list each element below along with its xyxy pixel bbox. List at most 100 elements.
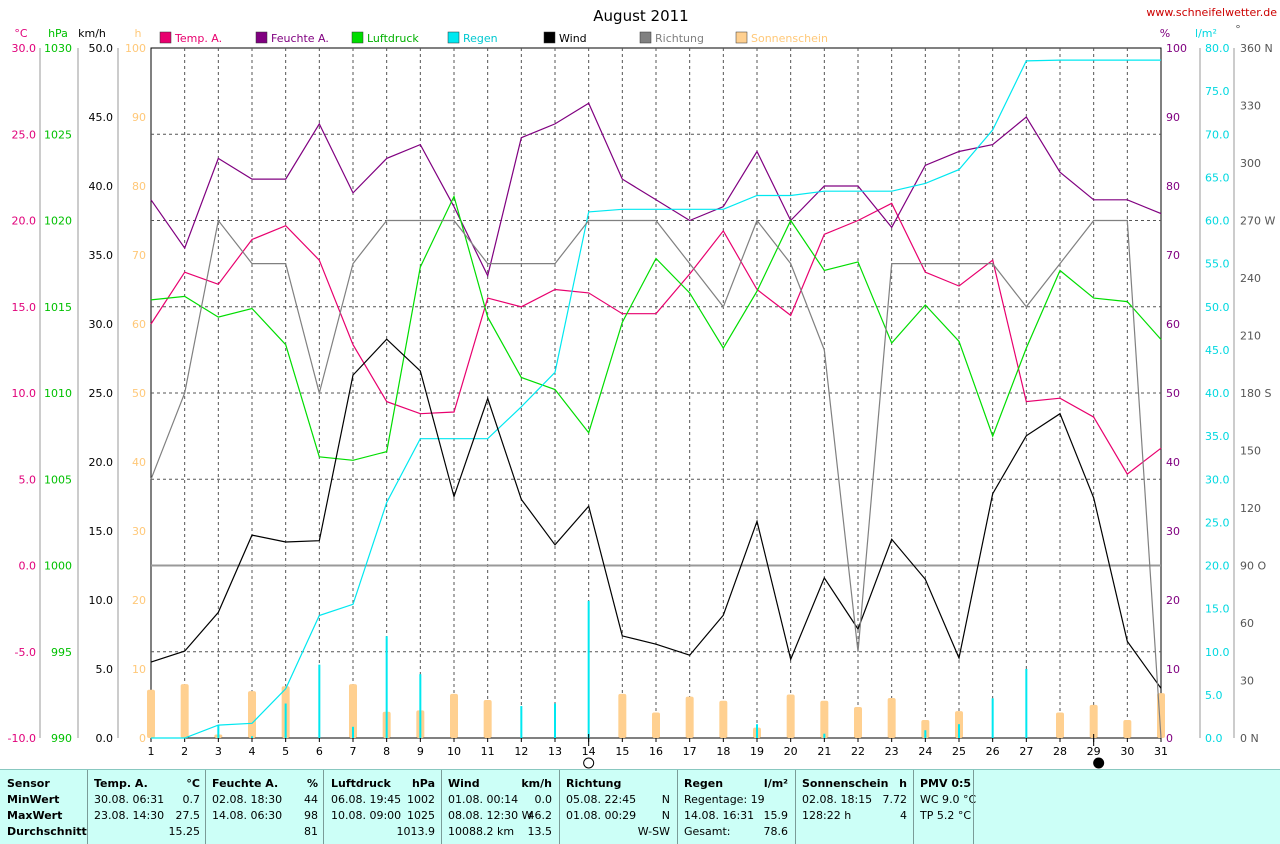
- axis-tick-sun: 70: [132, 249, 146, 262]
- rain-daily-spike: [924, 730, 927, 738]
- sunshine-bar: [248, 691, 256, 738]
- axis-tick-dir: 300: [1240, 157, 1261, 170]
- axis-tick-rain: 80.0: [1205, 42, 1230, 55]
- stats-dir-time: 01.08. 00:29: [566, 809, 637, 822]
- rain-daily-spike: [251, 736, 253, 738]
- stats-rain-head: Regen l/m²: [684, 776, 788, 792]
- sunshine-bar: [1123, 720, 1132, 738]
- axis-tick-sun: 60: [132, 318, 146, 331]
- x-tick-label: 18: [716, 745, 730, 758]
- stats-sun-time: 128:22 h: [802, 809, 852, 822]
- stats-dir-row: 01.08. 00:29 N: [566, 808, 670, 824]
- full-moon-icon: [583, 757, 595, 769]
- stats-hum-time: 02.08. 18:30: [212, 793, 283, 806]
- axis-tick-dir: 0 N: [1240, 732, 1259, 745]
- stats-wind-time: 08.08. 12:30 W: [448, 809, 533, 822]
- stats-avg-label: Durchschnitt: [7, 825, 87, 838]
- x-tick-label: 31: [1154, 745, 1168, 758]
- axis-tick-sun: 0: [139, 732, 146, 745]
- axis-tick-rain: 10.0: [1205, 646, 1230, 659]
- rain-daily-spike: [385, 636, 388, 738]
- legend-swatch: [447, 31, 460, 44]
- axis-tick-rain: 35.0: [1205, 430, 1230, 443]
- stats-wind-time: 01.08. 00:14: [448, 793, 519, 806]
- axis-tick-wind: 50.0: [89, 42, 114, 55]
- stats-hum-title: Feuchte A.: [212, 777, 279, 790]
- stats-sensor-column: Sensor MinWert MaxWert Durchschnitt: [7, 776, 87, 840]
- axis-tick-hum: 30: [1166, 525, 1180, 538]
- stats-rain-unit: l/m²: [763, 777, 788, 790]
- stats-hum-head: Feuchte A.%: [212, 776, 318, 792]
- new-moon-icon: [1093, 757, 1105, 769]
- stats-rain-time: 14.08. 16:31: [684, 809, 755, 822]
- stats-divider: [973, 770, 974, 844]
- stats-pmv-head: PMV 0:5: [920, 777, 972, 790]
- stats-rain-time: Gesamt:: [684, 825, 731, 838]
- axis-tick-dir: 330: [1240, 100, 1261, 113]
- rain-daily-spike: [284, 703, 287, 738]
- stats-divider: [677, 770, 678, 844]
- axis-tick-temp: 5.0: [19, 473, 37, 486]
- axis-tick-hum: 10: [1166, 663, 1180, 676]
- x-tick-label: 29: [1087, 745, 1101, 758]
- site-link: www.schneifelwetter.de: [1146, 6, 1277, 19]
- axis-tick-dir: 240: [1240, 272, 1261, 285]
- stats-dir-head: Richtung: [566, 776, 670, 792]
- x-tick-label: 9: [417, 745, 424, 758]
- stats-sunshine-column: Sonnenschein h 02.08. 18:15 7.72 128:22 h 4: [802, 776, 907, 840]
- x-tick-label: 6: [316, 745, 323, 758]
- axis-tick-rain: 55.0: [1205, 258, 1230, 271]
- stats-hum-time: 14.08. 06:30: [212, 809, 283, 822]
- stats-sun-row: 128:22 h 4: [802, 808, 907, 824]
- stats-wind-row: 10088.2 km 13.5: [448, 824, 552, 840]
- stats-temp-unit: °C: [186, 777, 200, 790]
- axis-tick-dir: 120: [1240, 502, 1261, 515]
- stats-hum-row: 81: [212, 824, 318, 840]
- x-tick-label: 7: [350, 745, 357, 758]
- axis-tick-hum: 20: [1166, 594, 1180, 607]
- x-tick-label: 5: [282, 745, 289, 758]
- sunshine-bar: [349, 684, 357, 738]
- stats-wind-row: 01.08. 00:14 0.0: [448, 792, 552, 808]
- axis-tick-dir: 90 O: [1240, 560, 1266, 573]
- legend-swatch: [735, 31, 748, 44]
- stats-sun-time: 02.08. 18:15: [802, 793, 873, 806]
- axis-tick-rain: 45.0: [1205, 344, 1230, 357]
- stats-temp-row: 23.08. 14:30 27.5: [94, 808, 200, 824]
- rain-daily-spike: [756, 724, 758, 738]
- stats-wind-head: Wind km/h: [448, 776, 552, 792]
- x-tick-label: 19: [750, 745, 764, 758]
- axis-tick-temp: 30.0: [12, 42, 37, 55]
- stats-temp-value: 15.25: [168, 825, 201, 838]
- axis-tick-rain: 30.0: [1205, 473, 1230, 486]
- legend-label: Temp. A.: [174, 32, 222, 45]
- stats-dir-row: W-SW: [566, 824, 670, 840]
- axis-tick-wind: 5.0: [96, 663, 114, 676]
- series-line-richtung: [150, 219, 1162, 739]
- stats-press-time: 10.08. 09:00: [331, 809, 402, 822]
- unit-sun: h: [135, 27, 142, 40]
- axis-tick-hum: 90: [1166, 111, 1180, 124]
- axis-tick-wind: 20.0: [89, 456, 114, 469]
- axis-tick-hum: 50: [1166, 387, 1180, 400]
- axis-tick-hum: 0: [1166, 732, 1173, 745]
- axis-tick-sun: 50: [132, 387, 146, 400]
- axis-tick-temp: -10.0: [8, 732, 36, 745]
- x-tick-label: 3: [215, 745, 222, 758]
- axis-tick-press: 1025: [44, 128, 72, 141]
- axis-tick-wind: 45.0: [89, 111, 114, 124]
- stats-sun-value: 7.72: [882, 793, 908, 806]
- legend-label: Wind: [559, 32, 587, 45]
- x-tick-label: 13: [548, 745, 562, 758]
- stats-press-row: 10.08. 09:00 1025: [331, 808, 435, 824]
- series-line-wind: [150, 338, 1162, 689]
- stats-humidity-column: Feuchte A.% 02.08. 18:30 44 14.08. 06:30 98 8…: [212, 776, 318, 840]
- axis-tick-dir: 270 W: [1240, 215, 1275, 228]
- x-tick-label: 2: [181, 745, 188, 758]
- x-tick-label: 26: [986, 745, 1000, 758]
- axis-tick-dir: 360 N: [1240, 42, 1273, 55]
- stats-rain-row: Regentage: 19: [684, 792, 788, 808]
- x-tick-label: 20: [784, 745, 798, 758]
- stats-wind-title: Wind: [448, 777, 480, 790]
- stats-press-value: 1013.9: [396, 825, 436, 838]
